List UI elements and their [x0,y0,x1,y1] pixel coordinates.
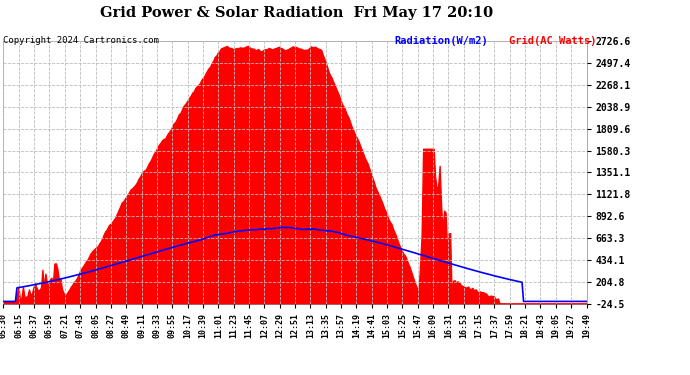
Text: Radiation(W/m2): Radiation(W/m2) [395,36,489,46]
Text: Grid(AC Watts): Grid(AC Watts) [509,36,597,46]
Text: Copyright 2024 Cartronics.com: Copyright 2024 Cartronics.com [3,36,159,45]
Text: Grid Power & Solar Radiation  Fri May 17 20:10: Grid Power & Solar Radiation Fri May 17 … [100,6,493,20]
